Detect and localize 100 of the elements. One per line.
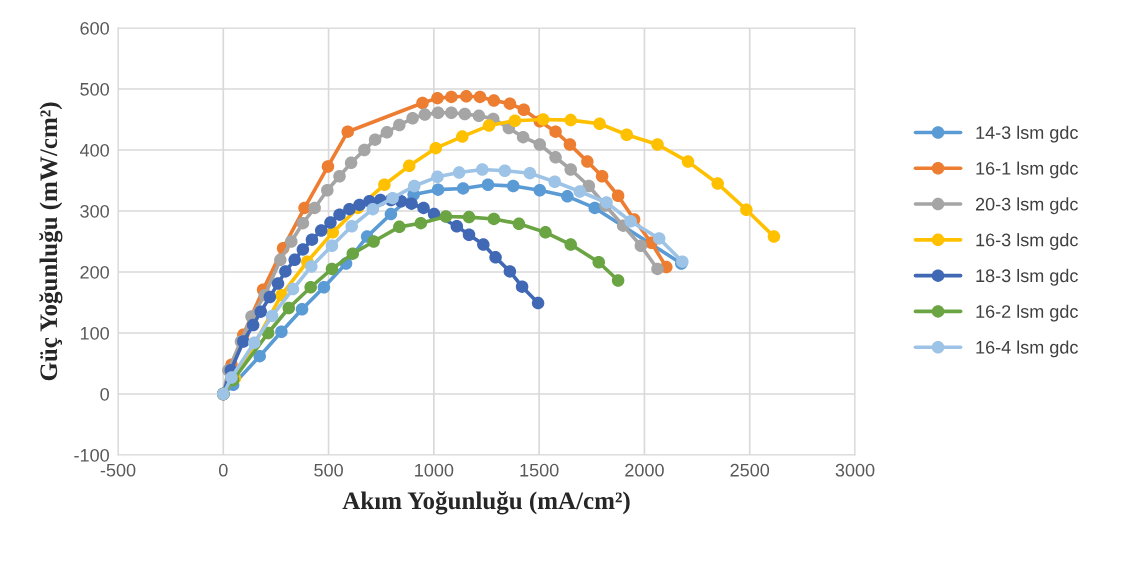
point xyxy=(317,281,331,294)
point xyxy=(325,239,339,253)
point xyxy=(681,155,695,168)
point xyxy=(515,280,529,293)
point xyxy=(271,277,285,290)
x-tick-label: 3000 xyxy=(835,463,875,477)
point xyxy=(573,185,587,198)
point xyxy=(378,178,391,192)
point xyxy=(456,182,470,195)
point xyxy=(456,130,469,143)
point xyxy=(324,216,337,229)
legend-label: 20-3 lsm gdc xyxy=(975,197,1078,215)
point xyxy=(368,133,382,146)
x-axis-title: Akım Yoğunluğu (mA/cm²) xyxy=(342,491,630,515)
point xyxy=(286,282,300,296)
y-tick-label: 400 xyxy=(79,143,109,157)
point xyxy=(582,179,596,193)
point xyxy=(624,215,637,228)
point xyxy=(460,90,473,103)
point xyxy=(711,177,724,190)
point xyxy=(253,349,266,363)
point xyxy=(503,97,517,110)
point xyxy=(611,274,625,287)
point xyxy=(288,253,301,267)
point xyxy=(508,114,522,127)
point xyxy=(431,91,444,105)
point xyxy=(487,94,501,107)
point xyxy=(472,109,486,123)
point xyxy=(414,216,428,230)
y-axis-title: Güç Yoğunluğu (mW/cm²) xyxy=(39,102,63,381)
point xyxy=(380,126,394,139)
point xyxy=(482,119,496,132)
point xyxy=(274,253,287,267)
y-tick-label: 100 xyxy=(80,326,109,340)
y-tick-label: 500 xyxy=(80,82,109,96)
point xyxy=(366,202,380,216)
point xyxy=(265,309,279,323)
y-tick-label: 200 xyxy=(80,265,109,279)
point xyxy=(588,201,601,215)
point xyxy=(305,233,319,246)
point xyxy=(564,113,577,127)
point xyxy=(477,238,490,251)
legend-label: 16-1 lsm gdc xyxy=(976,161,1078,179)
point xyxy=(611,189,625,202)
point xyxy=(416,96,429,110)
point xyxy=(473,90,487,104)
point xyxy=(344,156,358,170)
point xyxy=(305,260,318,273)
point xyxy=(767,230,781,243)
point xyxy=(512,217,526,231)
point xyxy=(345,220,358,233)
point xyxy=(393,220,406,234)
point xyxy=(279,265,292,278)
point xyxy=(358,143,371,157)
point xyxy=(458,107,472,121)
point xyxy=(296,243,310,256)
point xyxy=(523,166,537,180)
y-tick-label: 600 xyxy=(80,21,109,35)
x-tick-label: 1000 xyxy=(415,463,454,477)
point xyxy=(564,238,577,251)
point xyxy=(634,239,648,253)
point xyxy=(561,190,574,203)
x-tick-label: 1500 xyxy=(520,463,559,477)
point xyxy=(539,226,552,239)
point xyxy=(506,179,520,193)
point xyxy=(402,159,416,173)
point xyxy=(308,201,321,215)
point xyxy=(445,106,458,120)
y-tick-label: 300 xyxy=(80,204,109,218)
point xyxy=(533,138,547,151)
point xyxy=(418,108,432,121)
legend-label: 16-2 lsm gdc xyxy=(976,304,1078,322)
y-tick-label: 0 xyxy=(100,387,109,401)
point xyxy=(431,106,445,120)
x-tick-label: 0 xyxy=(218,463,228,477)
point xyxy=(367,235,380,248)
point xyxy=(314,224,328,237)
point xyxy=(408,179,421,193)
x-tick-label: 500 xyxy=(314,463,343,477)
point xyxy=(296,216,310,230)
legend-label: 14-3 lsm gdc xyxy=(976,125,1078,143)
point xyxy=(452,166,466,179)
point xyxy=(295,302,309,316)
point xyxy=(595,169,609,183)
point xyxy=(343,202,356,216)
point xyxy=(431,183,445,196)
point xyxy=(498,164,512,177)
x-tick-label: 2000 xyxy=(625,463,664,477)
point xyxy=(254,305,268,318)
point xyxy=(592,255,605,269)
point xyxy=(384,207,398,221)
point xyxy=(462,228,476,242)
legend-label: 16-4 lsm gdc xyxy=(976,340,1078,358)
point xyxy=(445,90,458,104)
point xyxy=(431,170,444,184)
point xyxy=(263,290,277,304)
point xyxy=(333,169,346,183)
point xyxy=(533,184,547,197)
point xyxy=(487,212,501,226)
point xyxy=(321,160,335,173)
